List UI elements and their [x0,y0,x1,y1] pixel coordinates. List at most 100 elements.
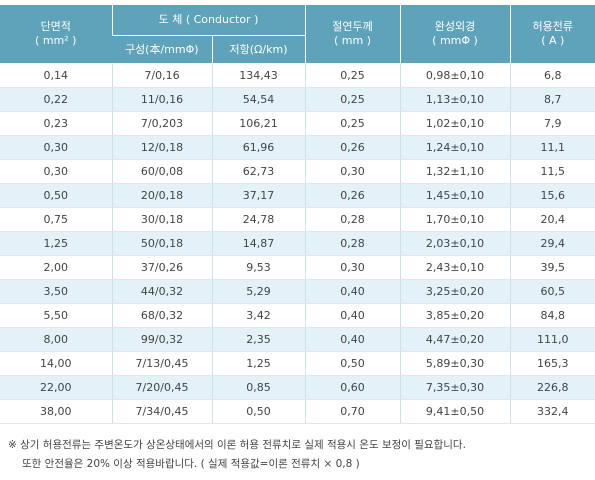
table-cell: 38,00 [0,399,112,424]
table-cell: 0,26 [304,183,400,208]
table-cell: 20/0,18 [111,183,212,208]
table-cell: 60/0,08 [111,159,212,184]
table-cell: 9,41±0,50 [399,399,510,424]
table-cell: 39,5 [509,255,595,280]
header-cell: 구성(本/mmΦ) [112,35,212,64]
header-cell: 절연두께( mm ) [304,5,400,64]
table-cell: 1,24±0,10 [399,135,510,160]
table-cell: 0,75 [0,207,112,232]
table-cell: 0,50 [304,351,400,376]
table-row: 0,14 7/0,16 134,43 0,25 0,98±0,10 6,8 [0,63,595,88]
note: 또한 안전율은 20% 이상 적용바랍니다. ( 실제 적용값=이론 전류치 ×… [22,458,360,470]
table-cell: 2,03±0,10 [399,231,510,256]
table-cell: 106,21 [211,111,305,136]
table-cell: 60,5 [509,279,595,304]
table-cell: 50/0,18 [111,231,212,256]
table-cell: 1,25 [211,351,305,376]
note: ※ 상기 허용전류는 주변온도가 상온상태에서의 이론 허용 전류치로 실제 적… [8,439,466,451]
table-cell: 2,43±0,10 [399,255,510,280]
table-cell: 0,25 [304,63,400,88]
table-cell: 3,85±0,20 [399,303,510,328]
table-cell: 8,7 [509,87,595,112]
table-cell: 1,02±0,10 [399,111,510,136]
table-cell: 0,23 [0,111,112,136]
header-cell: 완성외경( mmΦ ) [399,5,510,64]
table-cell: 2,00 [0,255,112,280]
table-cell: 11/0,16 [111,87,212,112]
table-cell: 0,30 [0,159,112,184]
table-cell: 0,22 [0,87,112,112]
header-text: 허용전류 [532,20,573,33]
table-cell: 0,25 [304,87,400,112]
table-row: 8,00 99/0,32 2,35 0,40 4,47±0,20 111,0 [0,327,595,352]
header-unit: ( mmΦ ) [432,34,478,47]
header-unit: ( A ) [541,34,565,47]
table-cell: 0,50 [211,399,305,424]
header-text: 단면적 [40,20,71,33]
table-cell: 12/0,18 [111,135,212,160]
table-cell: 3,50 [0,279,112,304]
table-cell: 1,13±0,10 [399,87,510,112]
table-cell: 84,8 [509,303,595,328]
table-cell: 11,1 [509,135,595,160]
table-row: 38,00 7/34/0,45 0,50 0,70 9,41±0,50 332,4 [0,399,595,424]
table-cell: 1,32±1,10 [399,159,510,184]
table-cell: 0,28 [304,207,400,232]
table-cell: 62,73 [211,159,305,184]
header-text: 완성외경 [434,20,476,33]
table-row: 0,30 60/0,08 62,73 0,30 1,32±1,10 11,5 [0,159,595,184]
table-cell: 3,42 [211,303,305,328]
table-cell: 37,17 [211,183,305,208]
table-cell: 5,89±0,30 [399,351,510,376]
table-row: 1,25 50/0,18 14,87 0,28 2,03±0,10 29,4 [0,231,595,256]
table-cell: 0,70 [304,399,400,424]
table-cell: 0,85 [211,375,305,400]
header-cell: 허용전류( A ) [509,5,595,64]
table-row: 5,50 68/0,32 3,42 0,40 3,85±0,20 84,8 [0,303,595,328]
table-cell: 30/0,18 [111,207,212,232]
table-cell: 0,40 [304,303,400,328]
table-cell: 1,70±0,10 [399,207,510,232]
table-row: 3,50 44/0,32 5,29 0,40 3,25±0,20 60,5 [0,279,595,304]
table-cell: 3,25±0,20 [399,279,510,304]
table-cell: 9,53 [211,255,305,280]
table-cell: 6,8 [509,63,595,88]
table-cell: 14,87 [211,231,305,256]
table-row: 14,00 7/13/0,45 1,25 0,50 5,89±0,30 165,3 [0,351,595,376]
table-row: 22,00 7/20/0,45 0,85 0,60 7,35±0,30 226,8 [0,375,595,400]
table-cell: 7/13/0,45 [111,351,212,376]
table-row: 2,00 37/0,26 9,53 0,30 2,43±0,10 39,5 [0,255,595,280]
table-cell: 0,14 [0,63,112,88]
table-cell: 134,43 [211,63,305,88]
header-unit: ( mm² ) [35,34,77,47]
table-cell: 99/0,32 [111,327,212,352]
table-cell: 5,29 [211,279,305,304]
table-row: 0,30 12/0,18 61,96 0,26 1,24±0,10 11,1 [0,135,595,160]
table-cell: 1,25 [0,231,112,256]
table-cell: 0,98±0,10 [399,63,510,88]
table-cell: 1,45±0,10 [399,183,510,208]
table-cell: 24,78 [211,207,305,232]
table-cell: 0,40 [304,279,400,304]
table-row: 0,22 11/0,16 54,54 0,25 1,13±0,10 8,7 [0,87,595,112]
header-unit: ( mm ) [333,34,371,47]
table-cell: 0,50 [0,183,112,208]
table-cell: 111,0 [509,327,595,352]
header-cell: 도 체 ( Conductor ) [111,5,305,36]
table-cell: 226,8 [509,375,595,400]
table-cell: 37/0,26 [111,255,212,280]
header-cell: 저항(Ω/km) [211,35,305,64]
table-cell: 7/34/0,45 [111,399,212,424]
table-cell: 0,26 [304,135,400,160]
table-cell: 54,54 [211,87,305,112]
table-cell: 0,30 [304,159,400,184]
table-cell: 7/0,16 [111,63,212,88]
table-cell: 11,5 [509,159,595,184]
table-row: 0,75 30/0,18 24,78 0,28 1,70±0,10 20,4 [0,207,595,232]
table-cell: 8,00 [0,327,112,352]
table-cell: 2,35 [211,327,305,352]
table-cell: 7,35±0,30 [399,375,510,400]
notes: ※ 상기 허용전류는 주변온도가 상온상태에서의 이론 허용 전류치로 실제 적… [8,436,466,474]
header-cell: 단면적( mm² ) [0,5,112,64]
table-row: 0,23 7/0,203 106,21 0,25 1,02±0,10 7,9 [0,111,595,136]
